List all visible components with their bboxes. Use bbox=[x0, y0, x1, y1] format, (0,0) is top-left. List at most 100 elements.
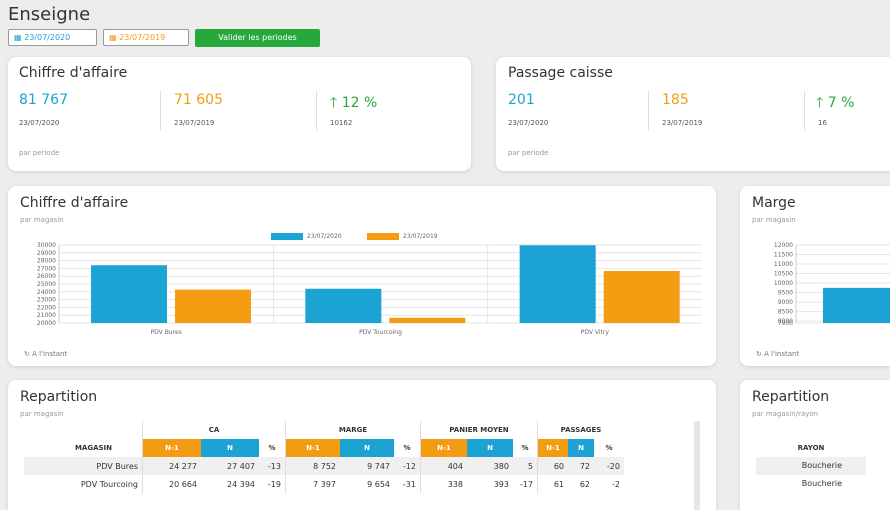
column-header-magasin[interactable]: MAGASIN bbox=[74, 444, 112, 452]
group-panier: PANIER MOYEN bbox=[420, 421, 538, 439]
table-row: Boucherie bbox=[756, 457, 866, 475]
card-title: Repartition bbox=[20, 389, 98, 405]
divider bbox=[648, 91, 649, 131]
repartition-magasin-card: Repartition par magasin CA MARGE PANIER … bbox=[8, 380, 716, 510]
card-title: Chiffre d'affaire bbox=[19, 65, 128, 81]
legend-swatch-n1 bbox=[367, 233, 399, 240]
cell-passages-pct: -20 bbox=[594, 457, 624, 475]
column-header-panier-pct[interactable]: % bbox=[521, 444, 529, 452]
bar bbox=[305, 288, 382, 323]
kpi-card-ca: Chiffre d'affaire 81 767 23/07/2020 71 6… bbox=[8, 57, 471, 171]
x-tick-label: PDV Bures bbox=[151, 329, 182, 336]
kpi-date-n: 23/07/2020 bbox=[508, 119, 549, 127]
date-n-button[interactable]: ▦ 23/07/2020 bbox=[8, 29, 97, 46]
cell-panier-n: 393 bbox=[467, 475, 513, 493]
legend-label-n1: 23/07/2019 bbox=[403, 233, 438, 240]
column-header-ca-n[interactable]: N bbox=[201, 439, 259, 457]
y-tick-label: 10000 bbox=[774, 280, 793, 287]
cell-panier-n1: 338 bbox=[420, 475, 467, 493]
bar bbox=[519, 245, 596, 323]
table-row: PDV Tourcoing 20 664 24 394 -19 7 397 9 … bbox=[24, 475, 624, 493]
cell-ca-n: 27 407 bbox=[201, 457, 259, 475]
bar bbox=[389, 317, 466, 323]
card-subtitle: par magasin/rayon bbox=[752, 410, 819, 418]
kpi-diff: 10162 bbox=[330, 119, 353, 127]
kpi-date-n1: 23/07/2019 bbox=[662, 119, 703, 127]
cell-marge-n1: 8 752 bbox=[285, 457, 340, 475]
y-tick-label: 7900 bbox=[778, 320, 793, 327]
column-header-passages-n[interactable]: N bbox=[568, 439, 594, 457]
date-n1-button[interactable]: ▦ 23/07/2019 bbox=[103, 29, 189, 46]
column-header-passages-pct[interactable]: % bbox=[605, 444, 613, 452]
group-ca: CA bbox=[142, 421, 286, 439]
marge-bar-chart: 12000 11500 11000 10500 10000 9500 9000 8500 800… bbox=[774, 242, 890, 327]
cell-magasin: PDV Bures bbox=[24, 457, 143, 475]
bar bbox=[175, 289, 251, 323]
cell-marge-n: 9 654 bbox=[340, 475, 394, 493]
cell-marge-pct: -31 bbox=[394, 475, 421, 493]
repartition-rayon-card: Repartition par magasin/rayon RAYON Bouc… bbox=[740, 380, 890, 510]
y-tick-label: 29000 bbox=[37, 250, 56, 257]
column-header-rayon[interactable]: RAYON bbox=[797, 444, 825, 452]
cell-panier-pct: 5 bbox=[513, 457, 538, 475]
kpi-value-n: 201 bbox=[508, 92, 535, 108]
cell-ca-n1: 20 664 bbox=[142, 475, 201, 493]
cell-panier-n1: 404 bbox=[420, 457, 467, 475]
cell-passages-n: 62 bbox=[568, 475, 594, 493]
divider bbox=[316, 91, 317, 131]
bar bbox=[603, 271, 680, 323]
group-header-row bbox=[756, 421, 890, 439]
column-header-marge-pct[interactable]: % bbox=[403, 444, 411, 452]
column-header-marge-n1[interactable]: N-1 bbox=[285, 439, 340, 457]
validate-periods-button[interactable]: Valider les periodes bbox=[195, 29, 320, 47]
chart-footer: ↻ A l'instant bbox=[756, 350, 800, 358]
y-tick-label: 25000 bbox=[37, 281, 56, 288]
column-header-panier-n1[interactable]: N-1 bbox=[420, 439, 467, 457]
kpi-card-passage: Passage caisse 201 23/07/2020 185 23/07/… bbox=[496, 57, 890, 171]
legend-label-n: 23/07/2020 bbox=[307, 233, 342, 240]
cell-ca-pct: -19 bbox=[259, 475, 286, 493]
cell-passages-n: 72 bbox=[568, 457, 594, 475]
group-marge: MARGE bbox=[285, 421, 421, 439]
y-tick-label: 28000 bbox=[37, 258, 56, 265]
chart-card-ca: Chiffre d'affaire par magasin 23/07/2020… bbox=[8, 186, 716, 366]
arrow-up-icon: 🡑 bbox=[816, 95, 828, 111]
card-subtitle: par magasin bbox=[752, 216, 796, 224]
card-title: Repartition bbox=[752, 389, 830, 405]
column-header-panier-n[interactable]: N bbox=[467, 439, 513, 457]
column-header-passages-n1[interactable]: N-1 bbox=[537, 439, 568, 457]
cell-passages-n1: 61 bbox=[537, 475, 568, 493]
legend-swatch-n bbox=[271, 233, 303, 240]
chart-card-marge: Marge par magasin 12000 11500 11000 10500 10… bbox=[740, 186, 890, 366]
kpi-variation: 🡑 12 % bbox=[330, 95, 378, 111]
y-tick-label: 8000 bbox=[778, 318, 793, 325]
y-tick-label: 11000 bbox=[774, 261, 793, 268]
table-scrollbar[interactable] bbox=[694, 421, 700, 510]
y-tick-label: 24000 bbox=[37, 289, 56, 296]
x-tick-label: PDV Vitry bbox=[581, 329, 610, 336]
page-title: Enseigne bbox=[8, 4, 91, 25]
group-header-row: CA MARGE PANIER MOYEN PASSAGES bbox=[24, 421, 624, 439]
y-tick-label: 12000 bbox=[774, 242, 793, 249]
card-title: Passage caisse bbox=[508, 65, 613, 81]
column-header-ca-pct[interactable]: % bbox=[268, 444, 276, 452]
calendar-icon: ▦ bbox=[109, 33, 120, 42]
cell-ca-n1: 24 277 bbox=[142, 457, 201, 475]
calendar-icon: ▦ bbox=[14, 33, 25, 42]
column-header-ca-n1[interactable]: N-1 bbox=[142, 439, 201, 457]
kpi-variation: 🡑 7 % bbox=[816, 95, 855, 111]
y-tick-label: 20000 bbox=[37, 320, 56, 327]
bar bbox=[91, 265, 167, 323]
cell-ca-pct: -13 bbox=[259, 457, 286, 475]
y-tick-label: 21000 bbox=[37, 312, 56, 319]
cell-passages-n1: 60 bbox=[537, 457, 568, 475]
cell-marge-pct: -12 bbox=[394, 457, 421, 475]
cell-magasin: PDV Tourcoing bbox=[24, 475, 143, 493]
column-header-marge-n[interactable]: N bbox=[340, 439, 394, 457]
cell-passages-pct: -2 bbox=[594, 475, 624, 493]
ca-bar-chart: 3000029000280002700026000250002400023000… bbox=[37, 242, 702, 336]
card-title: Marge bbox=[752, 195, 796, 211]
y-tick-label: 23000 bbox=[37, 297, 56, 304]
kpi-value-n1: 185 bbox=[662, 92, 689, 108]
y-tick-label: 22000 bbox=[37, 304, 56, 311]
